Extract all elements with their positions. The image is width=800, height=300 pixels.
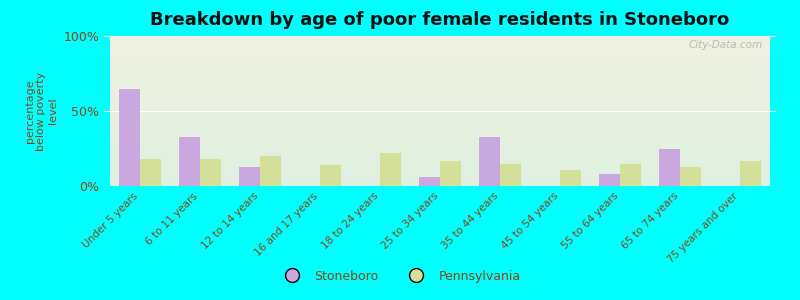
- Bar: [380, 153, 401, 186]
- Bar: [179, 136, 200, 186]
- Bar: [680, 167, 701, 186]
- Bar: [140, 159, 161, 186]
- Bar: [659, 148, 680, 186]
- Bar: [500, 164, 521, 186]
- Y-axis label: percentage
below poverty
level: percentage below poverty level: [25, 71, 58, 151]
- Bar: [599, 174, 620, 186]
- Bar: [260, 156, 281, 186]
- Bar: [119, 88, 140, 186]
- Bar: [200, 159, 221, 186]
- Bar: [239, 167, 260, 186]
- Bar: [479, 136, 500, 186]
- Bar: [620, 164, 641, 186]
- Title: Breakdown by age of poor female residents in Stoneboro: Breakdown by age of poor female resident…: [150, 11, 730, 29]
- Bar: [740, 160, 761, 186]
- Legend: Stoneboro, Pennsylvania: Stoneboro, Pennsylvania: [274, 265, 526, 288]
- Text: City-Data.com: City-Data.com: [689, 40, 762, 50]
- Bar: [440, 160, 461, 186]
- Bar: [419, 177, 440, 186]
- Bar: [320, 165, 341, 186]
- Bar: [560, 169, 581, 186]
